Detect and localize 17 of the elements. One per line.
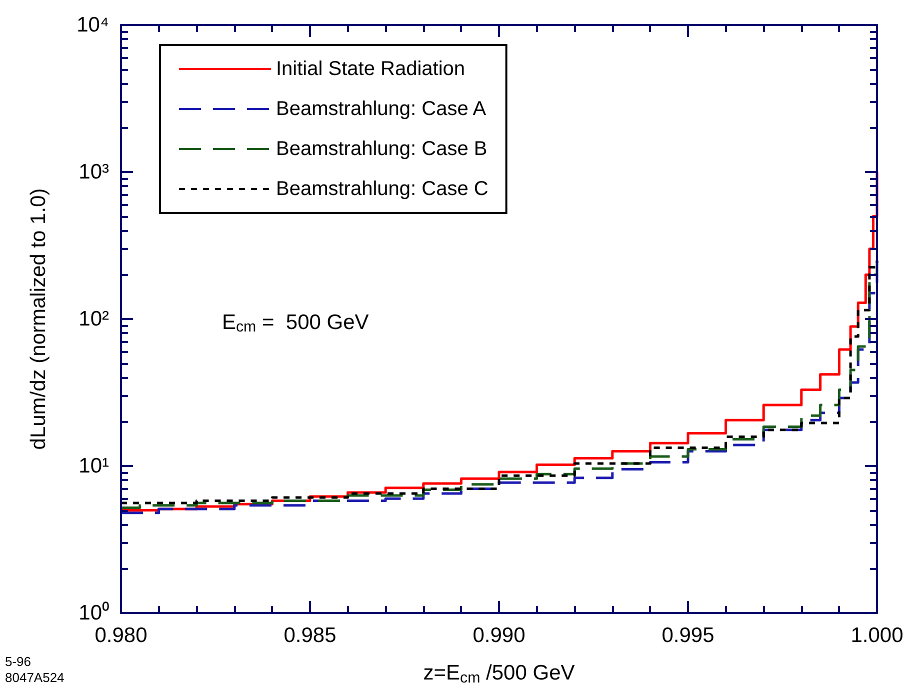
legend-label: Beamstrahlung: Case C: [276, 178, 488, 200]
y-tick-label: 10³: [78, 160, 109, 184]
x-tick-label: 0.980: [94, 624, 148, 647]
legend-label: Beamstrahlung: Case B: [276, 138, 488, 160]
x-tick-label: 0.995: [662, 624, 714, 647]
text: 8047A524: [5, 670, 64, 685]
x-tick-label: 0.985: [284, 624, 336, 647]
x-tick-label: 0.990: [472, 624, 526, 647]
legend-label: Beamstrahlung: Case A: [276, 98, 487, 120]
text: 5-96: [5, 654, 32, 669]
y-tick-label: 10¹: [78, 454, 109, 478]
y-tick-label: 10²: [78, 308, 109, 330]
legend-label: Initial State Radiation: [276, 58, 466, 80]
x-tick-label: 1.000: [850, 624, 904, 647]
y-axis-title: dLum/dz (normalized to 1.0): [27, 188, 50, 450]
y-tick-label: 10⁴: [76, 14, 109, 36]
y-tick-label: 10⁰: [78, 602, 109, 624]
